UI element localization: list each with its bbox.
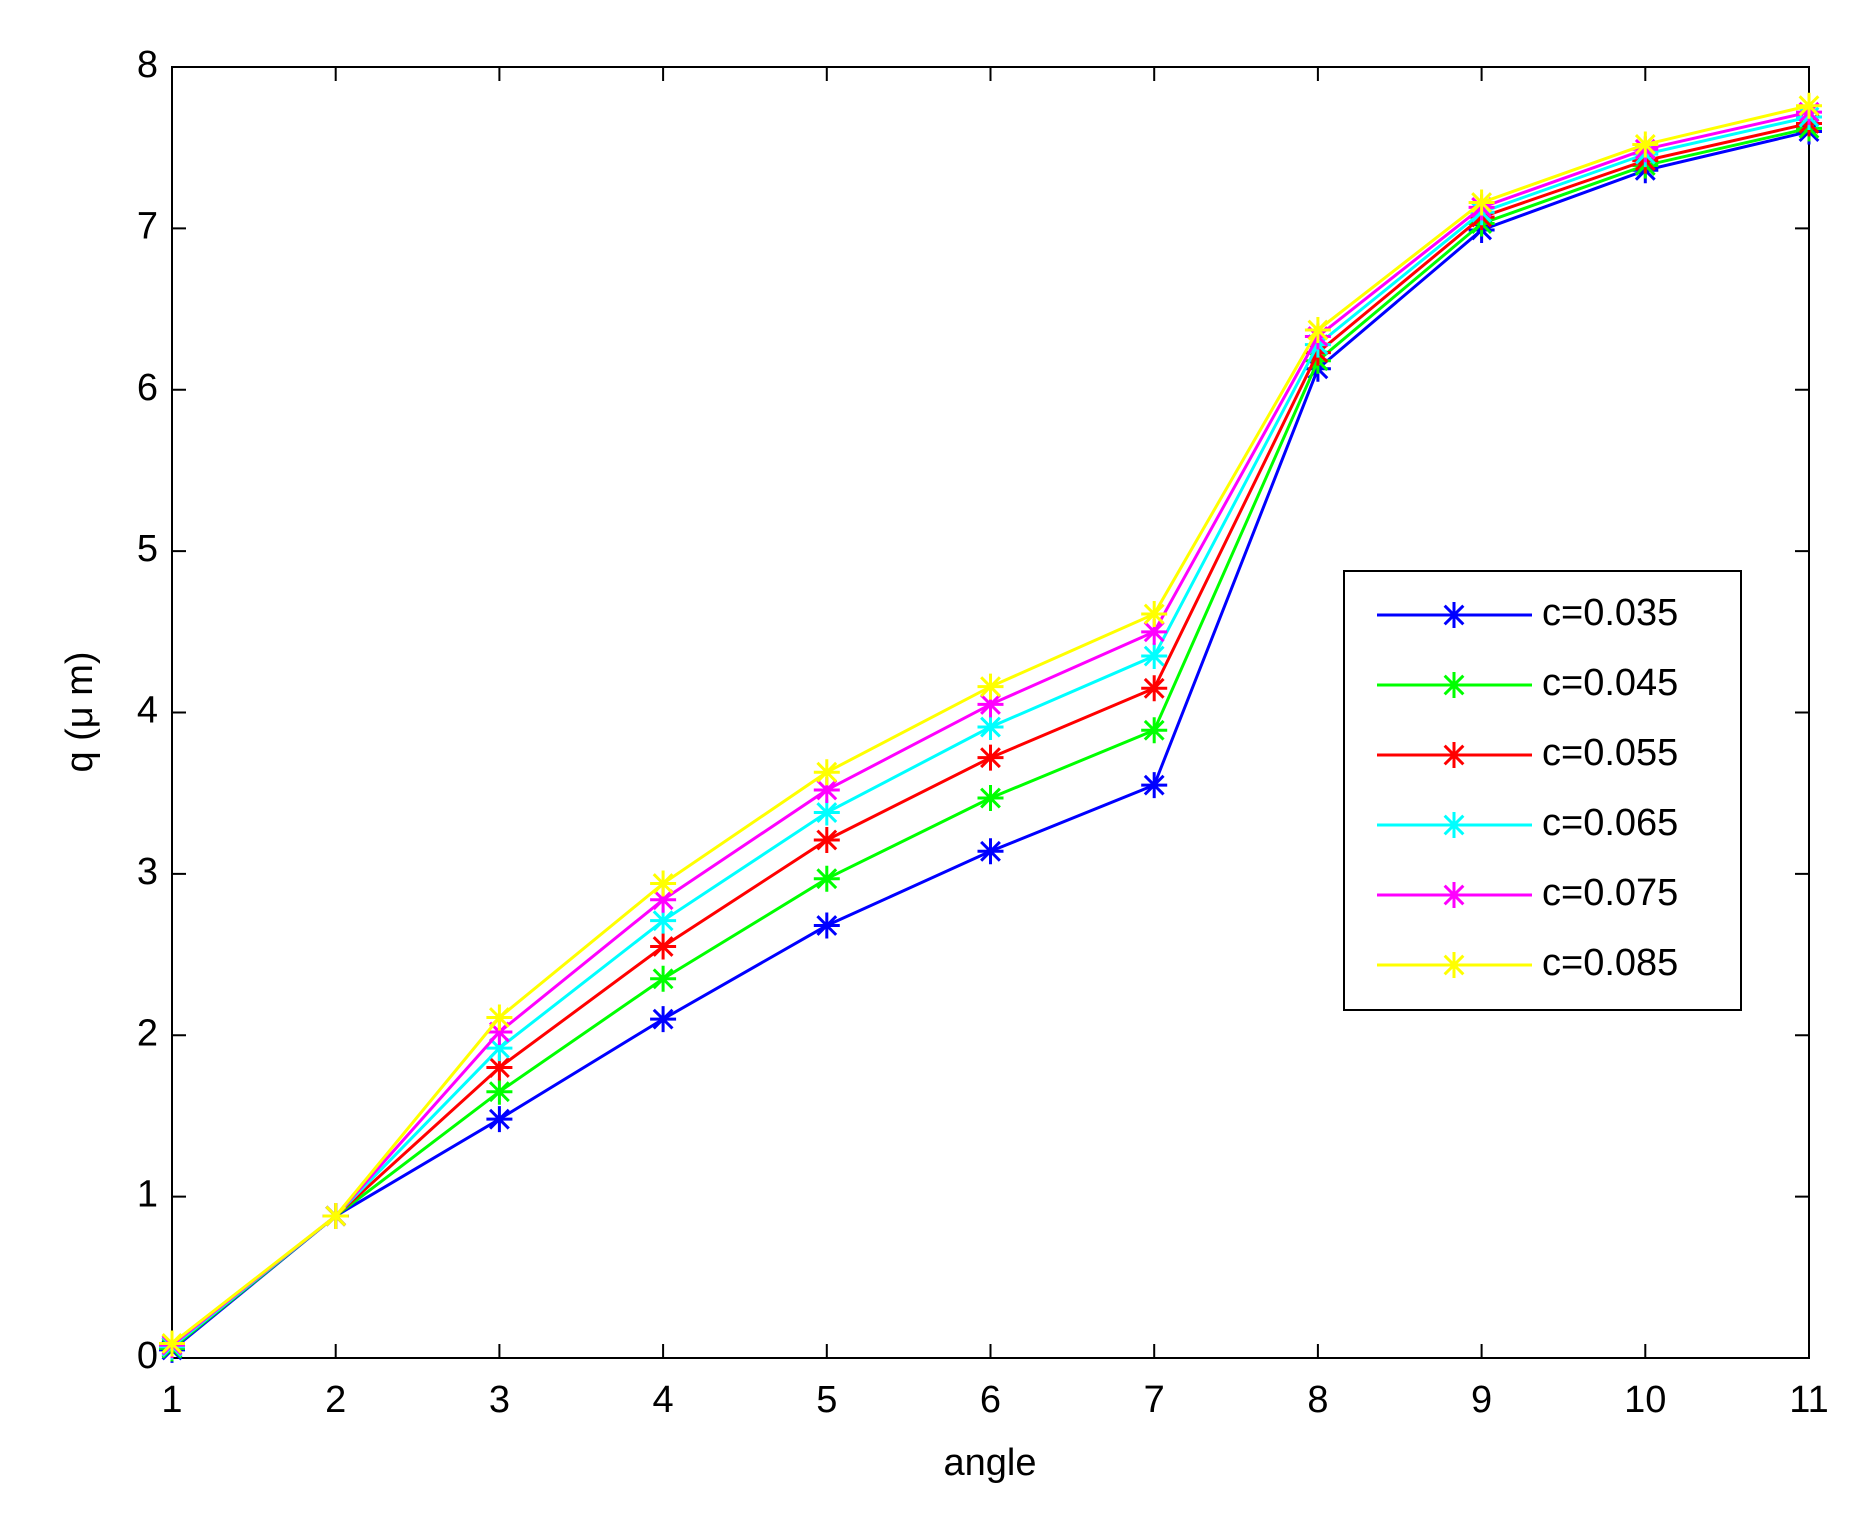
legend-label: c=0.085 bbox=[1542, 942, 1678, 984]
marker bbox=[650, 1006, 677, 1033]
y-tick-label: 5 bbox=[137, 528, 158, 570]
marker bbox=[650, 933, 677, 960]
legend-marker bbox=[1441, 812, 1467, 838]
y-tick-label: 6 bbox=[137, 367, 158, 409]
x-tick-label: 7 bbox=[1144, 1379, 1165, 1421]
marker bbox=[1141, 618, 1168, 645]
marker bbox=[813, 865, 840, 892]
y-axis-label: q (μ m) bbox=[59, 651, 101, 772]
marker bbox=[650, 870, 677, 897]
marker bbox=[159, 1330, 185, 1357]
marker bbox=[1632, 131, 1659, 158]
marker bbox=[1468, 189, 1495, 216]
x-axis-label: angle bbox=[944, 1442, 1037, 1484]
legend-label: c=0.075 bbox=[1542, 872, 1678, 914]
y-tick-label: 8 bbox=[137, 44, 158, 86]
y-tick-label: 1 bbox=[137, 1174, 158, 1216]
x-tick-label: 4 bbox=[653, 1379, 674, 1421]
marker bbox=[486, 1019, 513, 1046]
marker bbox=[1304, 317, 1331, 344]
marker bbox=[813, 759, 840, 786]
legend-label: c=0.055 bbox=[1542, 732, 1678, 774]
y-tick-label: 7 bbox=[137, 205, 158, 247]
marker bbox=[977, 838, 1004, 865]
marker bbox=[486, 1106, 513, 1133]
marker bbox=[650, 886, 677, 913]
x-tick-label: 11 bbox=[1789, 1379, 1828, 1421]
marker bbox=[1141, 675, 1168, 702]
legend-label: c=0.035 bbox=[1542, 592, 1678, 634]
marker bbox=[486, 1035, 513, 1062]
marker bbox=[813, 799, 840, 826]
legend-marker bbox=[1441, 742, 1467, 768]
y-tick-label: 4 bbox=[137, 690, 158, 732]
marker bbox=[486, 1054, 513, 1081]
legend-marker bbox=[1441, 672, 1467, 698]
marker bbox=[1141, 772, 1168, 799]
marker bbox=[486, 1078, 513, 1105]
marker bbox=[322, 1202, 349, 1229]
y-tick-label: 2 bbox=[137, 1012, 158, 1054]
y-tick-label: 0 bbox=[137, 1335, 158, 1377]
x-tick-label: 6 bbox=[980, 1379, 1001, 1421]
marker bbox=[813, 826, 840, 853]
marker bbox=[977, 673, 1004, 700]
marker bbox=[977, 785, 1004, 812]
x-tick-label: 2 bbox=[325, 1379, 346, 1421]
legend-label: c=0.065 bbox=[1542, 802, 1678, 844]
marker bbox=[1141, 717, 1168, 744]
marker bbox=[813, 912, 840, 939]
marker bbox=[650, 907, 677, 934]
marker bbox=[486, 1004, 513, 1031]
marker bbox=[977, 744, 1004, 771]
legend-marker bbox=[1441, 952, 1467, 978]
marker bbox=[813, 776, 840, 803]
marker bbox=[977, 691, 1004, 718]
marker bbox=[650, 965, 677, 992]
legend-marker bbox=[1441, 882, 1467, 908]
x-tick-label: 1 bbox=[161, 1379, 182, 1421]
legend-label: c=0.045 bbox=[1542, 662, 1678, 704]
legend-box bbox=[1343, 570, 1742, 1011]
legend-marker bbox=[1441, 602, 1467, 628]
x-tick-label: 8 bbox=[1307, 1379, 1328, 1421]
y-tick-label: 3 bbox=[137, 851, 158, 893]
marker bbox=[1796, 92, 1822, 119]
marker bbox=[977, 714, 1004, 741]
marker bbox=[1141, 643, 1168, 670]
x-tick-label: 9 bbox=[1471, 1379, 1492, 1421]
x-tick-label: 3 bbox=[489, 1379, 510, 1421]
x-tick-label: 10 bbox=[1624, 1379, 1666, 1421]
x-tick-label: 5 bbox=[816, 1379, 837, 1421]
marker bbox=[1141, 601, 1168, 628]
